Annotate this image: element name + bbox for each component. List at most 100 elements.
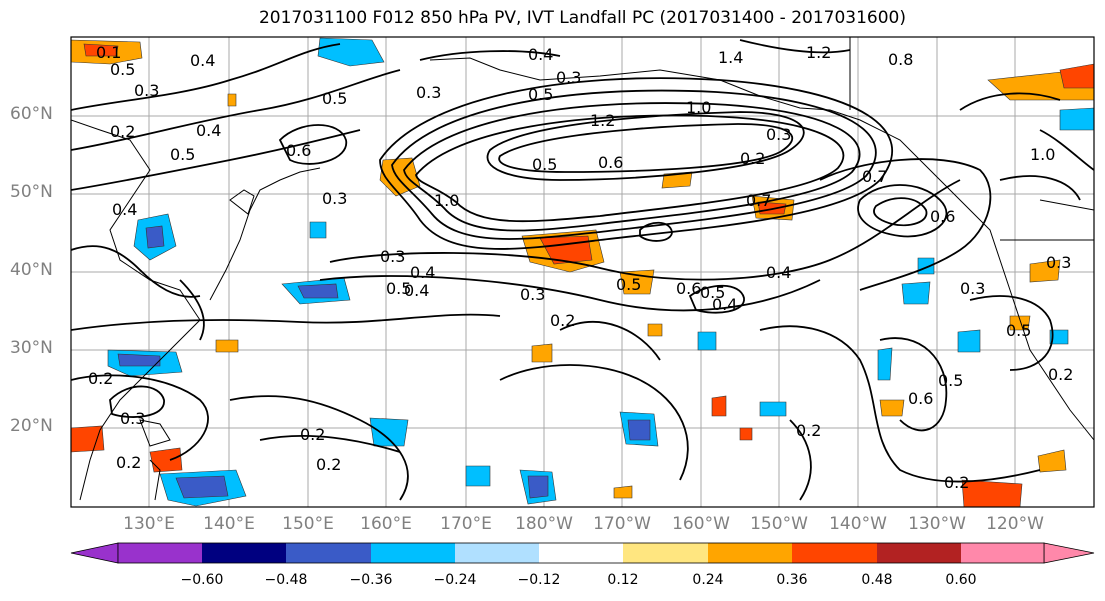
contour-label: 0.3 — [1046, 253, 1071, 272]
contour-label: 0.6 — [286, 141, 311, 160]
colorbar-segment — [371, 543, 455, 563]
colorbar-tick-label: 0.12 — [607, 572, 639, 588]
contour-label: 1.0 — [1030, 145, 1055, 164]
lon-label: 160°W — [672, 514, 730, 534]
contour-label: 0.5 — [528, 85, 553, 104]
contour-label: 0.2 — [550, 311, 575, 330]
contour-label: 0.2 — [88, 369, 113, 388]
colorbar-extend-low — [70, 542, 119, 564]
colorbar-segment — [792, 543, 877, 563]
contour-label: 0.2 — [740, 149, 765, 168]
lat-label: 60°N — [10, 104, 53, 124]
contour-label: 0.6 — [908, 389, 933, 408]
colorbar-extend-high — [1043, 542, 1095, 564]
contour-label: 0.5 — [110, 60, 135, 79]
colorbar-segment — [539, 543, 623, 563]
contour-label: 0.4 — [404, 281, 429, 300]
lon-label: 140°E — [203, 514, 255, 534]
contour-label: 0.4 — [112, 200, 137, 219]
contour-label: 0.4 — [766, 263, 791, 282]
colorbar-segment — [877, 543, 961, 563]
colorbar-segment — [455, 543, 539, 563]
colorbar-segment — [708, 543, 792, 563]
contour-label: 0.5 — [170, 145, 195, 164]
contour-label: 0.5 — [938, 371, 963, 390]
contour-label: 1.2 — [806, 43, 831, 62]
contour-label: 0.3 — [380, 247, 405, 266]
lat-label: 50°N — [10, 182, 53, 202]
colorbar-tick-label: −0.36 — [349, 572, 393, 588]
colorbar-tick-label: 0.48 — [861, 572, 893, 588]
contour-label: 0.4 — [712, 295, 737, 314]
lon-label: 150°W — [750, 514, 808, 534]
lon-label: 170°E — [440, 514, 492, 534]
contour-label: 0.5 — [532, 155, 557, 174]
contour-label: 0.8 — [888, 50, 913, 69]
contour-label: 1.0 — [434, 191, 459, 210]
colorbar-tick-label: −0.24 — [433, 572, 477, 588]
colorbar-segment — [961, 543, 1044, 563]
contour-label: 0.3 — [520, 285, 545, 304]
colorbar-segment — [286, 543, 371, 563]
contour-label: 0.2 — [796, 421, 821, 440]
contour-label: 0.2 — [944, 473, 969, 492]
lon-label: 130°E — [123, 514, 175, 534]
contour-label: 0.3 — [322, 189, 347, 208]
pv-contours — [71, 39, 1094, 501]
contour-label: 0.1 — [96, 43, 121, 62]
colorbar-segment — [623, 543, 708, 563]
map-frame — [70, 36, 1095, 508]
lon-label: 140°W — [829, 514, 887, 534]
colorbar-tick-label: −0.60 — [180, 572, 224, 588]
lon-label: 150°E — [282, 514, 334, 534]
contour-label: 0.2 — [116, 453, 141, 472]
contour-label: 0.3 — [416, 83, 441, 102]
coastlines — [71, 37, 1094, 501]
contour-label: 0.4 — [190, 51, 215, 70]
lon-label: 180°W — [515, 514, 573, 534]
contour-label: 0.5 — [322, 89, 347, 108]
contour-label: 0.4 — [196, 121, 221, 140]
contour-label: 1.0 — [686, 98, 711, 117]
contour-label: 0.7 — [862, 167, 887, 186]
lon-label: 120°W — [986, 514, 1044, 534]
colorbar-segment — [118, 543, 202, 563]
contour-label: 0.2 — [110, 122, 135, 141]
colorbar — [70, 542, 1095, 564]
contour-label: 0.3 — [766, 125, 791, 144]
contour-label: 0.5 — [616, 275, 641, 294]
colorbar-tick-label: −0.12 — [517, 572, 561, 588]
contour-label: 0.2 — [300, 425, 325, 444]
colorbar-segment — [202, 543, 286, 563]
contour-label: 1.2 — [590, 111, 615, 130]
colorbar-tick-label: 0.24 — [692, 572, 724, 588]
contour-label: 0.3 — [134, 81, 159, 100]
contour-label: 0.5 — [386, 279, 411, 298]
colorbar-frame — [117, 542, 1045, 564]
contour-label: 0.7 — [746, 191, 771, 210]
contour-label: 0.3 — [960, 279, 985, 298]
lon-label: 160°E — [360, 514, 412, 534]
lat-label: 30°N — [10, 338, 53, 358]
lat-label: 20°N — [10, 416, 53, 436]
colorbar-tick-label: 0.60 — [945, 572, 977, 588]
lon-label: 170°W — [593, 514, 651, 534]
contour-label: 0.3 — [120, 409, 145, 428]
contour-label: 0.6 — [930, 207, 955, 226]
contour-label: 0.4 — [528, 45, 553, 64]
map-title: 2017031100 F012 850 hPa PV, IVT Landfall… — [258, 8, 906, 28]
contour-label: 1.4 — [718, 48, 743, 67]
contour-labels: 0.4 0.1 0.5 0.3 0.2 0.5 0.4 0.6 0.5 0.3 … — [88, 43, 1073, 492]
contour-label: 0.3 — [556, 68, 581, 87]
colorbar-tick-label: 0.36 — [776, 572, 808, 588]
colorbar-tick-label: −0.48 — [264, 572, 308, 588]
contour-label: 0.6 — [598, 153, 623, 172]
contour-label: 0.2 — [316, 455, 341, 474]
contour-label: 0.2 — [1048, 365, 1073, 384]
shaded-patches — [71, 37, 1094, 507]
contour-label: 0.6 — [676, 279, 701, 298]
lat-label: 40°N — [10, 260, 53, 280]
contour-label: 0.5 — [1006, 321, 1031, 340]
lon-label: 130°W — [908, 514, 966, 534]
